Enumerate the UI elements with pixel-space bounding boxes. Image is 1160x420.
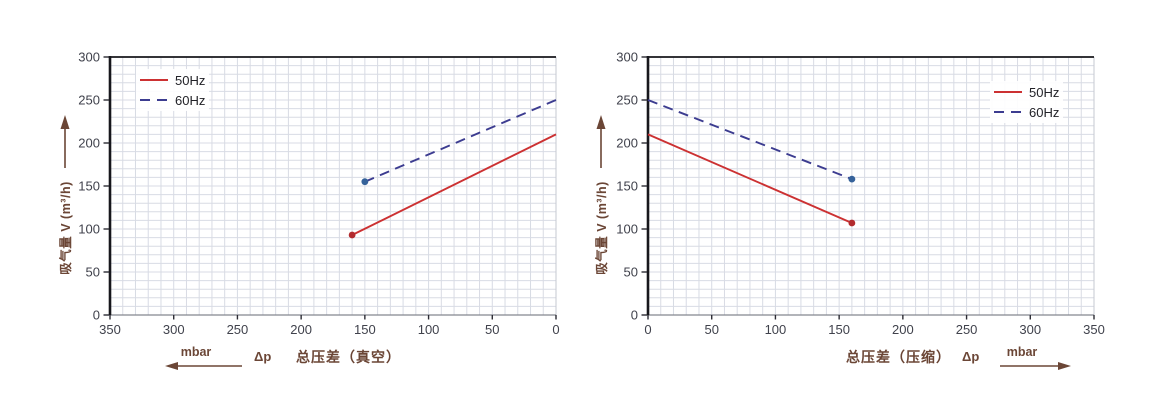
y-axis-label-compression: 吸气量 V (m³/h): [595, 181, 609, 275]
y-tick-label: 250: [78, 93, 100, 108]
y-tick-label: 100: [78, 222, 100, 237]
series-line-60hz: [364, 99, 557, 183]
x-tick-label: 200: [290, 322, 312, 337]
y-tick-label: 300: [78, 50, 100, 65]
x-axis-arrowhead-left: [165, 362, 178, 370]
y-axis-up-arrowhead: [596, 115, 606, 129]
legend-item-60hz: 60Hz: [140, 90, 205, 110]
y-tick-label: 0: [631, 308, 638, 323]
x-tick-label: 50: [485, 322, 499, 337]
legend-50hz-line-swatch: [994, 91, 1022, 93]
series-line-50hz: [351, 133, 557, 236]
y-tick-label: 50: [624, 265, 638, 280]
x-tick-label: 150: [828, 322, 850, 337]
legend-item-50hz: 50Hz: [140, 70, 205, 90]
y-tick-label: 250: [616, 93, 638, 108]
legend-item-60hz: 60Hz: [994, 102, 1059, 122]
x-tick-label: 300: [163, 322, 185, 337]
series-endpoint-50hz: [348, 231, 356, 239]
series-line-50hz: [647, 133, 853, 224]
x-tick-label: 0: [644, 322, 651, 337]
y-tick-label: 200: [616, 136, 638, 151]
y-tick-label: 0: [93, 308, 100, 323]
x-axis-arrowhead-right: [1058, 362, 1071, 370]
legend-60hz-label: 60Hz: [175, 92, 206, 108]
y-tick-label: 150: [616, 179, 638, 194]
series-line-60hz: [647, 99, 853, 181]
x-axis-title-compression: 总压差（压缩）: [846, 349, 951, 365]
x-tick-label: 300: [1019, 322, 1041, 337]
y-tick-label: 200: [78, 136, 100, 151]
x-tick-label: 200: [892, 322, 914, 337]
legend-60hz-line-swatch: [994, 111, 1022, 113]
x-tick-label: 250: [956, 322, 978, 337]
legend-50hz-label: 50Hz: [175, 72, 206, 88]
x-tick-label: 100: [765, 322, 787, 337]
series-endpoint-60hz: [848, 175, 856, 183]
delta-p-label-vacuum: Δp: [254, 349, 272, 364]
y-axis-label-vacuum: 吸气量 V (m³/h): [59, 181, 73, 275]
x-tick-label: 50: [704, 322, 718, 337]
x-axis-unit-vacuum: mbar: [180, 345, 212, 359]
legend-vacuum-chart: 50Hz 60Hz: [136, 69, 210, 111]
y-tick-label: 50: [86, 265, 100, 280]
x-tick-label: 350: [1083, 322, 1105, 337]
legend-60hz-label: 60Hz: [1029, 104, 1060, 120]
series-endpoint-50hz: [848, 219, 856, 227]
x-axis-title-vacuum: 总压差（真空）: [296, 349, 401, 365]
legend-50hz-label: 50Hz: [1029, 84, 1060, 100]
series-endpoint-60hz: [361, 178, 369, 186]
x-tick-label: 350: [99, 322, 121, 337]
x-axis-unit-compression: mbar: [1006, 345, 1038, 359]
legend-50hz-line-swatch: [140, 79, 168, 81]
delta-p-label-compression: Δp: [962, 349, 980, 364]
legend-compression-chart: 50Hz 60Hz: [990, 81, 1064, 123]
x-tick-label: 0: [552, 322, 559, 337]
legend-item-50hz: 50Hz: [994, 82, 1059, 102]
y-tick-label: 300: [616, 50, 638, 65]
legend-60hz-line-swatch: [140, 99, 168, 101]
y-tick-label: 100: [616, 222, 638, 237]
y-axis-up-arrowhead: [60, 115, 70, 129]
x-tick-label: 250: [227, 322, 249, 337]
x-tick-label: 150: [354, 322, 376, 337]
y-tick-label: 150: [78, 179, 100, 194]
x-tick-label: 100: [418, 322, 440, 337]
